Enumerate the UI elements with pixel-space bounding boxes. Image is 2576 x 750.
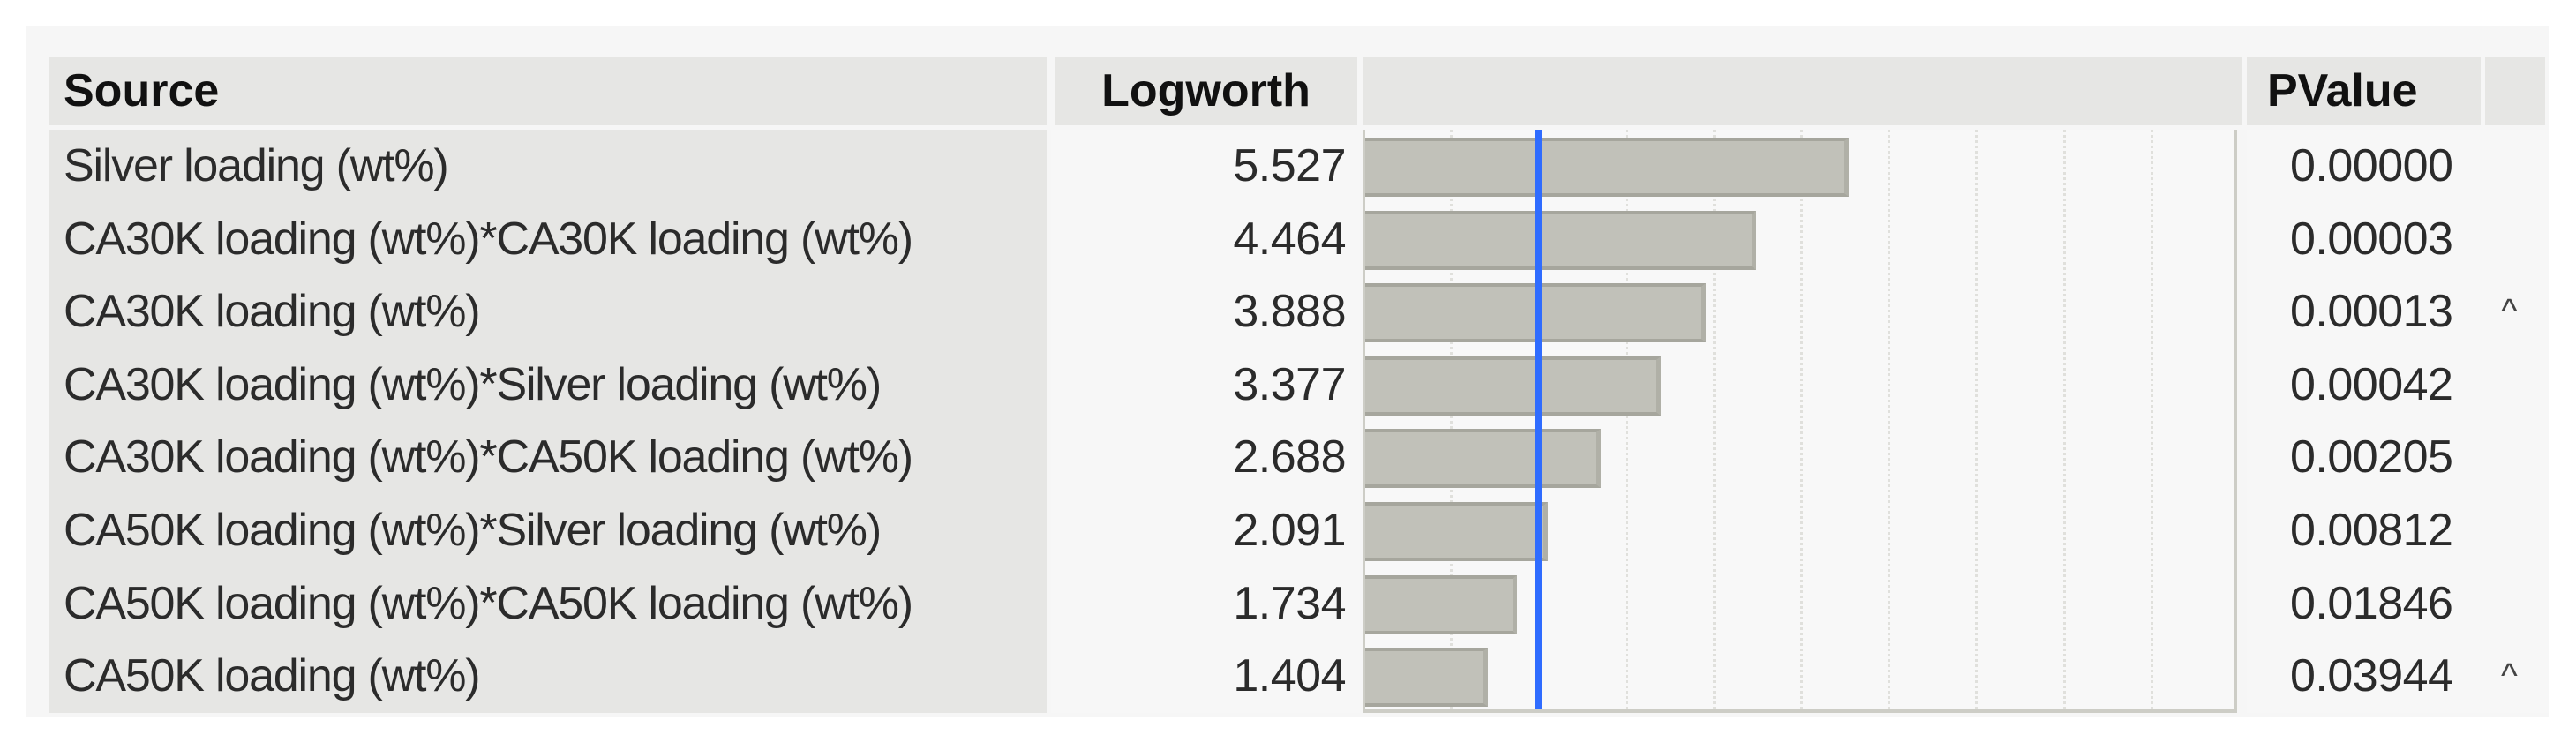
source-cell: CA30K loading (wt%)*CA50K loading (wt%) xyxy=(64,431,913,484)
table-row[interactable]: CA50K loading (wt%)*CA50K loading (wt%) … xyxy=(0,567,2576,641)
table-row[interactable]: CA30K loading (wt%)*CA50K loading (wt%) … xyxy=(0,421,2576,494)
flag-cell xyxy=(2501,421,2531,494)
flag-cell xyxy=(2501,567,2531,641)
logworth-bar xyxy=(1365,502,1549,561)
pvalue-cell: 0.00000 xyxy=(2290,140,2453,191)
logworth-bar xyxy=(1365,648,1489,708)
pvalue-cell: 0.00003 xyxy=(2290,213,2453,265)
gridline xyxy=(1712,130,1716,709)
gridline xyxy=(1450,130,1453,709)
gridline xyxy=(1975,130,1979,709)
logworth-cell: 3.888 xyxy=(1233,286,1346,338)
flag-cell xyxy=(2501,130,2531,203)
column-header-logworth[interactable]: Logworth xyxy=(1055,57,1357,125)
flag-cell xyxy=(2501,494,2531,567)
gridline xyxy=(1888,130,1891,709)
source-cell: CA50K loading (wt%)*Silver loading (wt%) xyxy=(64,505,882,556)
source-cell: CA30K loading (wt%)*CA30K loading (wt%) xyxy=(64,213,913,265)
pvalue-cell: 0.00812 xyxy=(2290,505,2453,556)
pvalue-cell: 0.03944 xyxy=(2290,650,2453,702)
source-column xyxy=(49,130,1047,713)
logworth-bar-chart xyxy=(1363,130,2237,713)
gridline xyxy=(1800,130,1803,709)
flag-cell xyxy=(2501,349,2531,422)
pvalue-cell: 0.00205 xyxy=(2290,431,2453,484)
pvalue-column xyxy=(2247,130,2549,713)
logworth-bar xyxy=(1365,138,1850,197)
significance-reference-line xyxy=(1535,130,1543,709)
logworth-cell: 1.404 xyxy=(1233,650,1346,702)
pvalue-cell: 0.00013 xyxy=(2290,286,2453,338)
logworth-cell: 4.464 xyxy=(1233,213,1346,265)
logworth-cell: 3.377 xyxy=(1233,358,1346,410)
table-row[interactable]: CA30K loading (wt%)*CA30K loading (wt%) … xyxy=(0,203,2576,276)
column-header-source[interactable]: Source xyxy=(49,57,1047,125)
pvalue-cell: 0.00042 xyxy=(2290,358,2453,410)
gridline xyxy=(2062,130,2066,709)
table-row[interactable]: Silver loading (wt%) 5.527 0.00000 xyxy=(0,130,2576,203)
source-cell: Silver loading (wt%) xyxy=(64,140,449,191)
logworth-bar xyxy=(1365,429,1601,489)
source-cell: CA30K loading (wt%)*Silver loading (wt%) xyxy=(64,358,882,410)
logworth-cell: 2.091 xyxy=(1233,505,1346,556)
column-header-pvalue[interactable]: PValue xyxy=(2247,57,2481,125)
logworth-column xyxy=(1051,130,1360,713)
flag-cell xyxy=(2501,203,2531,276)
logworth-cell: 5.527 xyxy=(1233,140,1346,191)
source-cell: CA50K loading (wt%) xyxy=(64,650,481,702)
logworth-bar xyxy=(1365,356,1661,416)
source-cell: CA30K loading (wt%) xyxy=(64,286,481,338)
table-row[interactable]: CA50K loading (wt%) 1.404 0.03944 ^ xyxy=(0,640,2576,713)
source-cell: CA50K loading (wt%)*CA50K loading (wt%) xyxy=(64,577,913,629)
table-row[interactable]: CA30K loading (wt%) 3.888 0.00013 ^ xyxy=(0,275,2576,349)
caret-flag-icon: ^ xyxy=(2501,292,2518,332)
column-header-flag xyxy=(2485,57,2545,125)
caret-flag-icon: ^ xyxy=(2501,656,2518,696)
logworth-cell: 2.688 xyxy=(1233,431,1346,484)
table-row[interactable]: CA30K loading (wt%)*Silver loading (wt%)… xyxy=(0,349,2576,422)
logworth-bar xyxy=(1365,574,1517,634)
logworth-cell: 1.734 xyxy=(1233,577,1346,629)
gridline xyxy=(1625,130,1628,709)
logworth-bar xyxy=(1365,210,1756,270)
column-header-chart xyxy=(1363,57,2242,125)
table-row[interactable]: CA50K loading (wt%)*Silver loading (wt%)… xyxy=(0,494,2576,567)
gridline xyxy=(2150,130,2153,709)
pvalue-cell: 0.01846 xyxy=(2290,577,2453,629)
